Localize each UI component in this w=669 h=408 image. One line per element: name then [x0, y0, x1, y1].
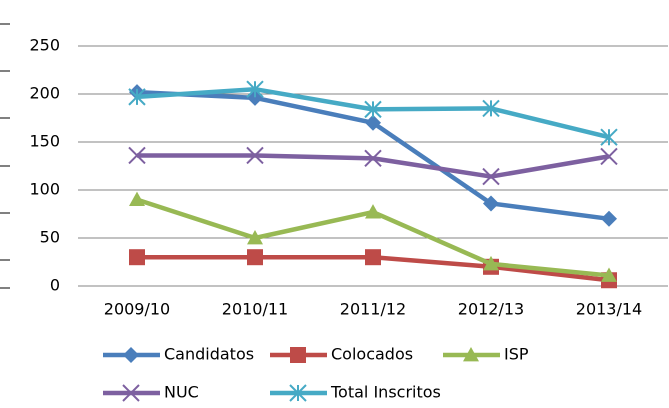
y-tick-label: 250: [29, 36, 60, 55]
left-edge-decoration: [0, 23, 10, 289]
data-point: [365, 204, 381, 219]
y-tick-label: 200: [29, 84, 60, 103]
legend-marker: [289, 384, 307, 402]
x-tick-label: 2013/14: [576, 300, 642, 319]
x-tick-label: 2012/13: [458, 300, 524, 319]
data-point: [601, 210, 617, 227]
data-point: [247, 230, 263, 245]
data-point: [247, 249, 263, 266]
data-point: [482, 167, 500, 186]
y-tick-label: 100: [29, 180, 60, 199]
data-point: [129, 191, 145, 206]
legend-label: Candidatos: [164, 345, 254, 364]
legend-label: NUC: [164, 383, 199, 402]
data-point: [600, 128, 618, 146]
data-point: [364, 100, 382, 119]
y-tick-label: 50: [40, 228, 60, 247]
data-point: [365, 249, 381, 266]
legend-marker: [290, 347, 306, 363]
data-point: [601, 267, 617, 282]
data-point: [129, 249, 145, 266]
legend-marker: [123, 347, 139, 363]
data-point: [246, 80, 264, 98]
y-tick-label: 150: [29, 132, 60, 151]
legend-marker: [463, 347, 479, 362]
data-point: [128, 146, 146, 165]
data-point: [483, 255, 499, 271]
data-point: [246, 146, 264, 165]
legend-marker: [122, 384, 140, 402]
data-point: [365, 114, 381, 131]
data-point: [364, 149, 382, 168]
x-tick-label: 2009/10: [104, 300, 170, 319]
y-tick-label: 0: [50, 276, 60, 295]
data-point: [482, 99, 500, 118]
x-tick-label: 2011/12: [340, 300, 406, 319]
legend-label: Colocados: [331, 345, 413, 364]
data-point: [128, 88, 146, 106]
legend-label: Total Inscritos: [330, 383, 441, 402]
data-point: [483, 195, 499, 212]
data-point: [600, 147, 618, 166]
x-tick-label: 2010/11: [222, 300, 288, 319]
legend-label: ISP: [504, 345, 529, 364]
